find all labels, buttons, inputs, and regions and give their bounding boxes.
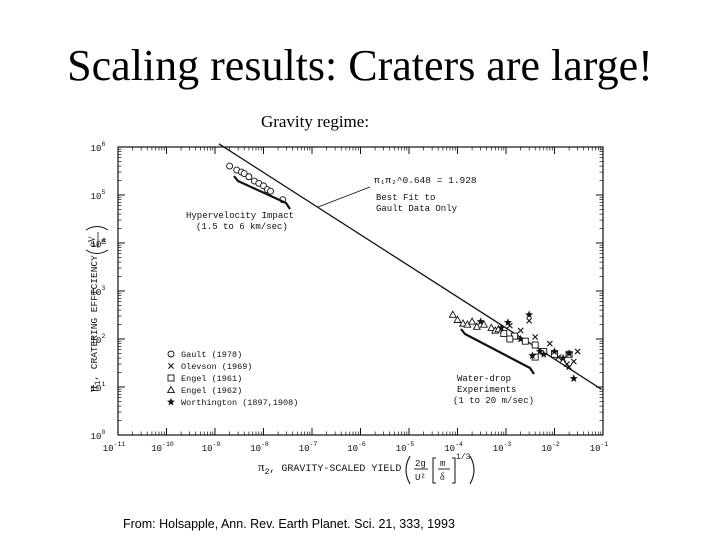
x-tick-label: 10-10 (151, 441, 174, 454)
x-tick-label: 10-4 (444, 441, 463, 454)
data-point-star (569, 374, 578, 383)
x-axis-formula: 2g U² mδ 1/3 (405, 453, 475, 485)
legend-label: Engel (1961) (181, 374, 242, 384)
data-point-star (528, 351, 537, 360)
x-tick-label: 10-5 (396, 441, 415, 454)
data-point-x (532, 334, 539, 341)
fit-equation-label: π₁π₂^0.648 = 1.928 (374, 175, 477, 186)
formula-m: m (440, 459, 445, 469)
chart-subtitle: Gravity regime: (260, 112, 370, 131)
hypervelocity-label-line1: Hypervelocity Impact (186, 211, 294, 221)
formula-bracket-left (432, 457, 436, 484)
y-tick-label: 103 (91, 285, 106, 298)
data-point-star (564, 349, 574, 357)
water-drop-label-line1: Water-drop (457, 374, 511, 384)
x-axis-title: π2, GRAVITY-SCALED YIELD (258, 459, 401, 477)
x-tick-label: 10-3 (493, 441, 512, 454)
hypervelocity-bracket (233, 175, 291, 210)
x-tick-label: 10-8 (250, 441, 269, 454)
data-point-star (516, 334, 525, 343)
data-point-square (500, 330, 508, 337)
annotations: Hypervelocity Impact(1.5 to 6 km/sec) Wat… (186, 175, 535, 406)
legend-label: Engel (1962) (181, 386, 242, 396)
formula-delta: δ (440, 472, 445, 483)
formula-exponent: 1/3 (456, 453, 471, 462)
data-point-circle (226, 162, 234, 170)
fit-label-leader (317, 186, 371, 208)
data-point-x (563, 361, 570, 368)
data-point-triangle (453, 315, 462, 323)
data-point-star (550, 347, 559, 356)
data-point-triangle (472, 322, 481, 330)
x-tick-label: 10-7 (299, 441, 318, 454)
x-tick-label: 10-9 (202, 441, 221, 454)
data-point-circle (245, 173, 253, 181)
data-point-star (558, 353, 568, 362)
data-point-star (503, 318, 513, 327)
x-axis-label: π2, GRAVITY-SCALED YIELD 2g U² mδ 1/3 (258, 453, 475, 485)
y-axis-title-group: π1, CRATERING EFFICIENCY (85, 255, 103, 392)
formula-paren-left (405, 455, 411, 485)
formula-numerator: 2g (415, 459, 426, 469)
fit-note-line2: Gault Data Only (376, 204, 458, 214)
legend-marker-circle (167, 350, 175, 358)
data-point-square (531, 341, 539, 349)
legend: Gault (1978) Olevson (1969) Engel (1961) En… (166, 350, 298, 408)
y-formula-numerator: ρV (87, 236, 97, 247)
y-axis-title: π1, CRATERING EFFICIENCY (85, 255, 103, 392)
hypervelocity-label-line2: (1.5 to 6 km/sec) (196, 222, 288, 232)
y-tick-label: 104 (91, 237, 106, 250)
y-formula-paren-left (85, 249, 109, 254)
data-point-triangle (467, 317, 477, 325)
legend-marker-x (168, 363, 174, 369)
y-formula-paren-right (85, 226, 109, 231)
axis-ticks: 10-11 10-10 10-9 10-8 10-7 10-6 10-5 10-4 10-3 10… (91, 141, 609, 454)
y-tick-label: 102 (91, 333, 106, 346)
formula-bracket-right (452, 457, 456, 484)
fit-note-line1: Best Fit to (376, 193, 435, 203)
x-tick-label: 10-11 (103, 441, 126, 454)
data-point-circle (240, 170, 248, 177)
y-formula-denominator: m (99, 239, 109, 244)
data-point-star (497, 323, 506, 332)
x-tick-label: 10-2 (541, 441, 560, 454)
data-point-square (506, 335, 514, 343)
formula-denominator: U² (415, 473, 426, 483)
data-point-square (521, 337, 529, 345)
y-tick-label: 105 (91, 189, 106, 202)
data-point-x (526, 317, 533, 324)
water-drop-label-line3: (1 to 20 m/sec) (453, 396, 534, 406)
y-tick-label: 100 (91, 429, 106, 442)
data-point-triangle (487, 323, 496, 331)
data-point-triangle (448, 310, 457, 318)
x-tick-label: 10-6 (347, 441, 366, 454)
data-point-star (524, 310, 534, 319)
y-tick-label: 106 (91, 141, 106, 154)
legend-label: Worthington (1897,1908) (181, 398, 298, 408)
legend-marker-star (166, 397, 176, 406)
y-axis-formula: ρV m (85, 226, 109, 254)
legend-label: Gault (1978) (181, 350, 242, 360)
data-point-x (574, 348, 581, 355)
citation: From: Holsapple, Ann. Rev. Earth Planet.… (123, 517, 455, 531)
legend-marker-triangle (166, 385, 176, 394)
formula-paren-right (469, 455, 475, 485)
data-point-x (517, 327, 524, 334)
legend-marker-square (167, 374, 175, 382)
legend-label: Olevson (1969) (181, 362, 252, 372)
water-drop-label-line2: Experiments (457, 385, 516, 395)
data-point-x (570, 358, 577, 365)
data-point-star (539, 349, 548, 358)
data-point-circle (267, 187, 275, 195)
data-point-star (476, 317, 485, 326)
y-tick-label: 101 (91, 381, 106, 394)
data-point-x (546, 340, 553, 347)
water-drop-bracket (460, 328, 535, 375)
x-tick-label: 10-1 (590, 441, 609, 454)
slide-title: Scaling results: Craters are large! (67, 41, 653, 90)
data-point-triangle (458, 318, 468, 327)
